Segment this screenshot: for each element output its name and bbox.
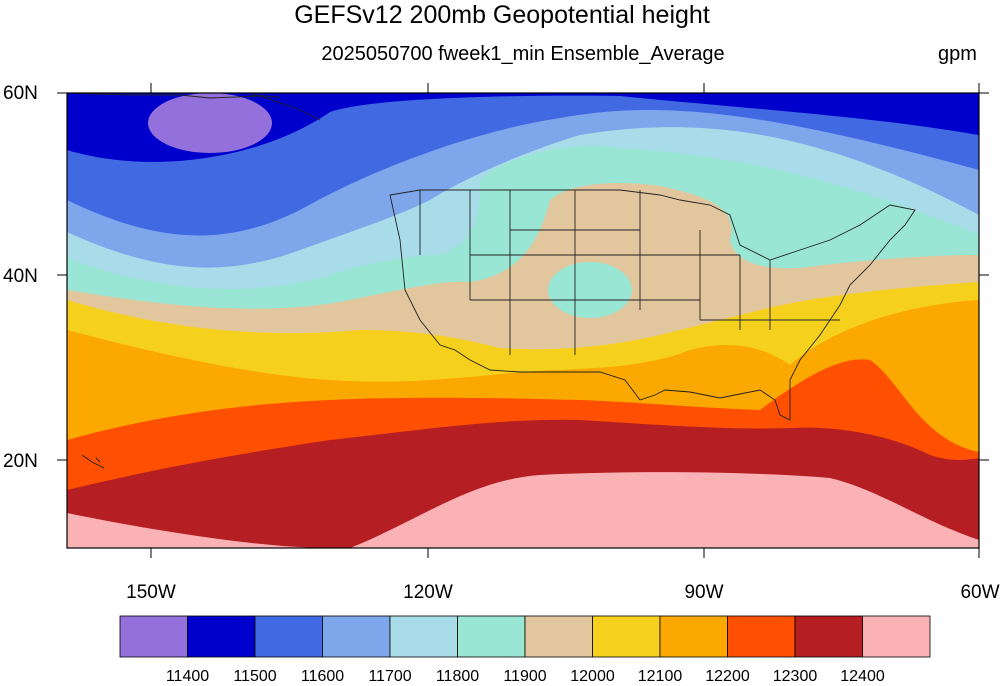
band-above-12400 bbox=[67, 472, 979, 548]
units-label: gpm bbox=[938, 43, 977, 65]
colorbar-swatch bbox=[727, 615, 796, 658]
tick-marks bbox=[57, 83, 989, 558]
colorbar-tick-label: 11500 bbox=[233, 668, 277, 685]
coastline-layer bbox=[66, 92, 916, 469]
lat-label-20n: 20N bbox=[3, 451, 38, 472]
lon-label-120w: 120W bbox=[403, 582, 453, 603]
colorbar-tick-label: 12400 bbox=[840, 668, 885, 685]
high-center-11800 bbox=[548, 262, 632, 318]
colorbar-tick-label: 11800 bbox=[435, 668, 480, 685]
colorbar-swatch bbox=[254, 615, 323, 658]
colorbar bbox=[119, 615, 931, 658]
colorbar-tick-label: 11700 bbox=[368, 668, 412, 685]
lon-label-150w: 150W bbox=[126, 582, 176, 603]
colorbar-tick-label: 12100 bbox=[637, 668, 683, 685]
colorbar-swatch bbox=[457, 615, 526, 658]
lon-label-60w: 60W bbox=[960, 582, 999, 603]
colorbar-tick-label: 12000 bbox=[570, 668, 615, 685]
colorbar-swatch bbox=[592, 615, 661, 658]
colorbar-swatch bbox=[862, 615, 931, 658]
plot-frame bbox=[66, 92, 980, 549]
lon-label-90w: 90W bbox=[684, 582, 723, 603]
colorbar-tick-label: 11900 bbox=[503, 668, 547, 685]
low-center-11400 bbox=[148, 93, 272, 153]
colorbar-swatch bbox=[389, 615, 458, 658]
map-title: GEFSv12 200mb Geopotential height bbox=[294, 1, 710, 29]
colorbar-tick-label: 12200 bbox=[705, 668, 750, 685]
colorbar-tick-label: 11600 bbox=[300, 668, 345, 685]
colorbar-swatch bbox=[659, 615, 728, 658]
lat-label-40n: 40N bbox=[3, 266, 38, 287]
colorbar-swatch bbox=[322, 615, 391, 658]
map-subtitle: 2025050700 fweek1_min Ensemble_Average bbox=[321, 43, 725, 65]
lat-label-60n: 60N bbox=[3, 83, 38, 104]
colorbar-swatch bbox=[119, 615, 188, 658]
colorbar-swatch bbox=[187, 615, 256, 658]
contour-fill-layer bbox=[67, 93, 979, 548]
colorbar-tick-label: 11400 bbox=[165, 668, 210, 685]
colorbar-swatch bbox=[794, 615, 863, 658]
colorbar-swatch bbox=[524, 615, 593, 658]
colorbar-tick-label: 12300 bbox=[772, 668, 818, 685]
